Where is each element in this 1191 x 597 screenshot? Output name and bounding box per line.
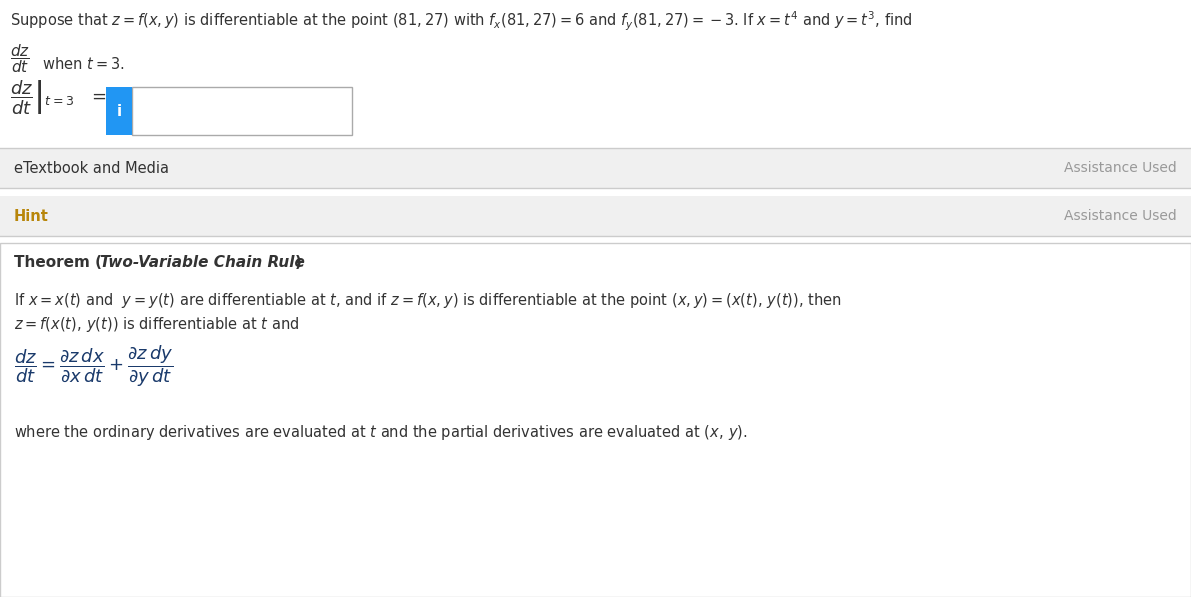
- Bar: [132, 87, 353, 135]
- Bar: [106, 87, 132, 135]
- Text: Assistance Used: Assistance Used: [1065, 161, 1177, 175]
- Bar: [0, 243, 1191, 597]
- Text: If $x = x(t)$ and  $y = y(t)$ are differentiable at $t$, and if $z = f(x, y)$ is: If $x = x(t)$ and $y = y(t)$ are differe…: [14, 291, 842, 310]
- Bar: [0, 148, 1191, 188]
- Text: where the ordinary derivatives are evaluated at $t$ and the partial derivatives : where the ordinary derivatives are evalu…: [14, 423, 748, 442]
- Text: Hint: Hint: [14, 209, 49, 224]
- Text: $\left.\dfrac{dz}{dt}\right|_{t=3}$: $\left.\dfrac{dz}{dt}\right|_{t=3}$: [10, 78, 74, 116]
- Text: Assistance Used: Assistance Used: [1065, 209, 1177, 223]
- Text: eTextbook and Media: eTextbook and Media: [14, 161, 169, 176]
- Bar: [0, 196, 1191, 236]
- Text: Theorem (: Theorem (: [14, 255, 102, 270]
- Text: when $t = 3$.: when $t = 3$.: [38, 56, 125, 72]
- Text: ): ): [295, 255, 301, 270]
- Text: $\dfrac{dz}{dt} = \dfrac{\partial z\,dx}{\partial x\,dt} + \dfrac{\partial z\,dy: $\dfrac{dz}{dt} = \dfrac{\partial z\,dx}…: [14, 343, 174, 389]
- Text: $=$: $=$: [88, 87, 107, 105]
- Text: $z = f(x(t),\, y(t))$ is differentiable at $t$ and: $z = f(x(t),\, y(t))$ is differentiable …: [14, 315, 299, 334]
- Text: i: i: [117, 103, 121, 118]
- Text: Suppose that $z = f(x, y)$ is differentiable at the point $(81, 27)$ with $f_x(8: Suppose that $z = f(x, y)$ is differenti…: [10, 10, 912, 33]
- Text: $\dfrac{dz}{dt}$: $\dfrac{dz}{dt}$: [10, 42, 30, 75]
- Text: Two-Variable Chain Rule: Two-Variable Chain Rule: [100, 255, 305, 270]
